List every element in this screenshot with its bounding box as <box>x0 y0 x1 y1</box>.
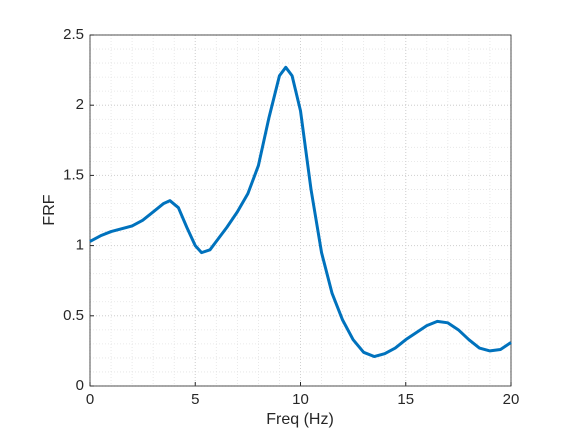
x-tick-label: 20 <box>503 391 520 408</box>
x-axis-label: Freq (Hz) <box>266 411 334 428</box>
data-line <box>89 65 512 359</box>
x-tick-label: 10 <box>292 391 309 408</box>
y-tick-label: 0 <box>76 377 84 394</box>
y-tick-label: 2.5 <box>63 26 84 43</box>
y-tick-label: 1.5 <box>63 166 84 183</box>
x-tick-label: 15 <box>397 391 414 408</box>
y-tick-label: 1 <box>76 237 84 254</box>
y-tick-label: 2 <box>76 96 84 113</box>
y-tick-label: 0.5 <box>63 307 84 324</box>
y-axis-label: FRF <box>41 194 58 225</box>
x-tick-label: 0 <box>86 391 94 408</box>
axes-box <box>89 34 512 387</box>
x-tick-label: 5 <box>191 391 199 408</box>
